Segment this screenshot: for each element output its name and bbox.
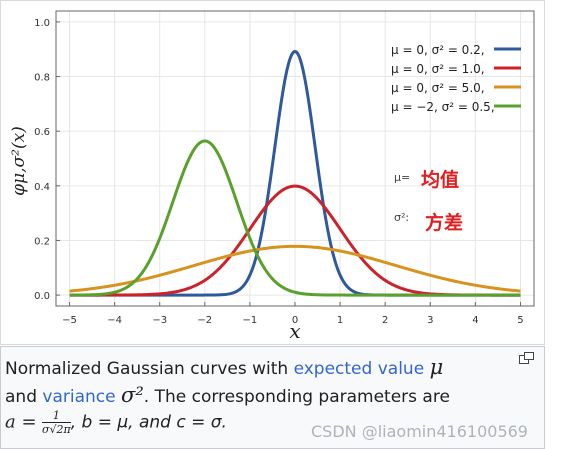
y-tick-label: 0.4: [34, 182, 50, 193]
x-tick-label: −3: [152, 315, 167, 326]
expected-value-link[interactable]: expected value: [293, 359, 425, 379]
x-axis-label: x: [289, 319, 300, 343]
watermark: CSDN @liaomin416100569: [311, 422, 528, 441]
x-tick-label: 0: [292, 315, 298, 326]
y-tick-label: 0.2: [34, 236, 50, 247]
sigma-meaning-label: 方差: [425, 212, 464, 234]
caption-text: Normalized Gaussian curves with: [5, 359, 294, 379]
caption-line-3: a = 1 σ√2π , b = μ, and c = σ.: [5, 409, 227, 436]
figure-caption: Normalized Gaussian curves with expected…: [0, 346, 545, 449]
y-tick-label: 0.0: [34, 291, 50, 302]
legend-label: μ = −2, σ² = 0.5,: [391, 100, 495, 114]
x-tick-label: 2: [382, 315, 388, 326]
sigma-squared-symbol: σ²: [121, 383, 144, 407]
x-tick-label: 1: [337, 315, 343, 326]
legend-label: μ = 0, σ² = 5.0,: [391, 81, 485, 95]
y-axis-label: φμ,σ²(x): [9, 126, 29, 196]
series-curve: [69, 244, 521, 293]
curve-layer: [69, 49, 521, 297]
x-tick-label: −5: [62, 315, 77, 326]
b-c-params: , b = μ, and c = σ.: [70, 412, 227, 433]
mu-meaning-label: 均值: [421, 169, 460, 191]
legend: μ = 0, σ² = 0.2, μ = 0, σ² = 1.0, μ = 0, σ…: [391, 43, 521, 114]
fraction-numerator: 1: [41, 409, 71, 423]
variance-link[interactable]: variance: [42, 387, 116, 407]
caption-text: and: [5, 387, 43, 407]
enlarge-icon[interactable]: [519, 352, 535, 364]
x-tick-label: 4: [472, 315, 478, 326]
tick-layer: −5 −4 −3 −2 −1 0 1 2 3 4 5 0.0 0.2 0.4 0.6 0.8 1.0: [34, 18, 524, 326]
chart-svg: −5 −4 −3 −2 −1 0 1 2 3 4 5 0.0 0.2 0.4 0.6 0.8 1.0 x φμ,…: [9, 10, 535, 343]
a-param-fraction: 1 σ√2π: [41, 409, 71, 436]
legend-label: μ = 0, σ² = 0.2,: [391, 43, 485, 57]
sigma-symbol-note: σ²:: [394, 211, 410, 224]
a-param-label: a =: [5, 411, 37, 433]
fraction-denominator: σ√2π: [41, 423, 71, 436]
x-tick-label: −2: [197, 315, 212, 326]
x-tick-label: 5: [517, 315, 523, 326]
chart-figure: −5 −4 −3 −2 −1 0 1 2 3 4 5 0.0 0.2 0.4 0.6 0.8 1.0 x φμ,…: [0, 0, 545, 345]
y-tick-label: 1.0: [34, 18, 50, 29]
x-tick-label: −4: [107, 315, 122, 326]
caption-line-1: Normalized Gaussian curves with expected…: [5, 355, 443, 379]
mu-symbol: μ: [429, 355, 444, 379]
x-tick-label: −1: [243, 315, 258, 326]
series-curve: [69, 139, 521, 297]
caption-line-2: and variance σ². The corresponding param…: [5, 383, 450, 407]
mu-symbol-note: μ=: [394, 171, 411, 184]
y-tick-label: 0.8: [34, 73, 50, 84]
x-tick-label: 3: [427, 315, 433, 326]
caption-text: . The corresponding parameters are: [143, 387, 450, 407]
y-tick-label: 0.6: [34, 127, 50, 138]
legend-label: μ = 0, σ² = 1.0,: [391, 62, 485, 76]
